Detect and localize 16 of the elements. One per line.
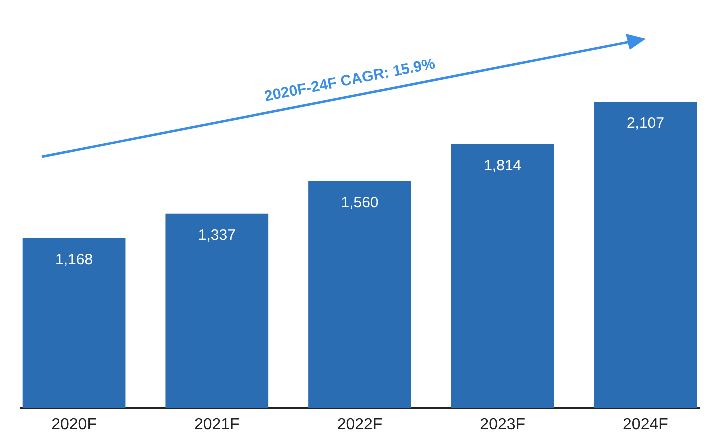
bar xyxy=(594,102,698,408)
data-label: 1,168 xyxy=(56,251,94,268)
x-tick-label: 2024F xyxy=(623,416,669,434)
bar xyxy=(22,238,126,408)
data-label: 2,107 xyxy=(626,115,664,132)
annotation: 2020F-24F CAGR: 15.9% xyxy=(262,54,438,108)
data-label: 1,337 xyxy=(198,226,236,244)
data-label: 1,814 xyxy=(484,158,522,175)
x-tick-label: 2022F xyxy=(337,416,383,434)
bar xyxy=(308,181,412,408)
data-label: 1,560 xyxy=(341,194,379,212)
x-tick-label: 2023F xyxy=(480,416,526,434)
bar xyxy=(451,144,554,408)
bar xyxy=(166,214,269,408)
x-tick-label: 2020F xyxy=(52,416,98,434)
x-tick-label: 2021F xyxy=(194,416,240,434)
